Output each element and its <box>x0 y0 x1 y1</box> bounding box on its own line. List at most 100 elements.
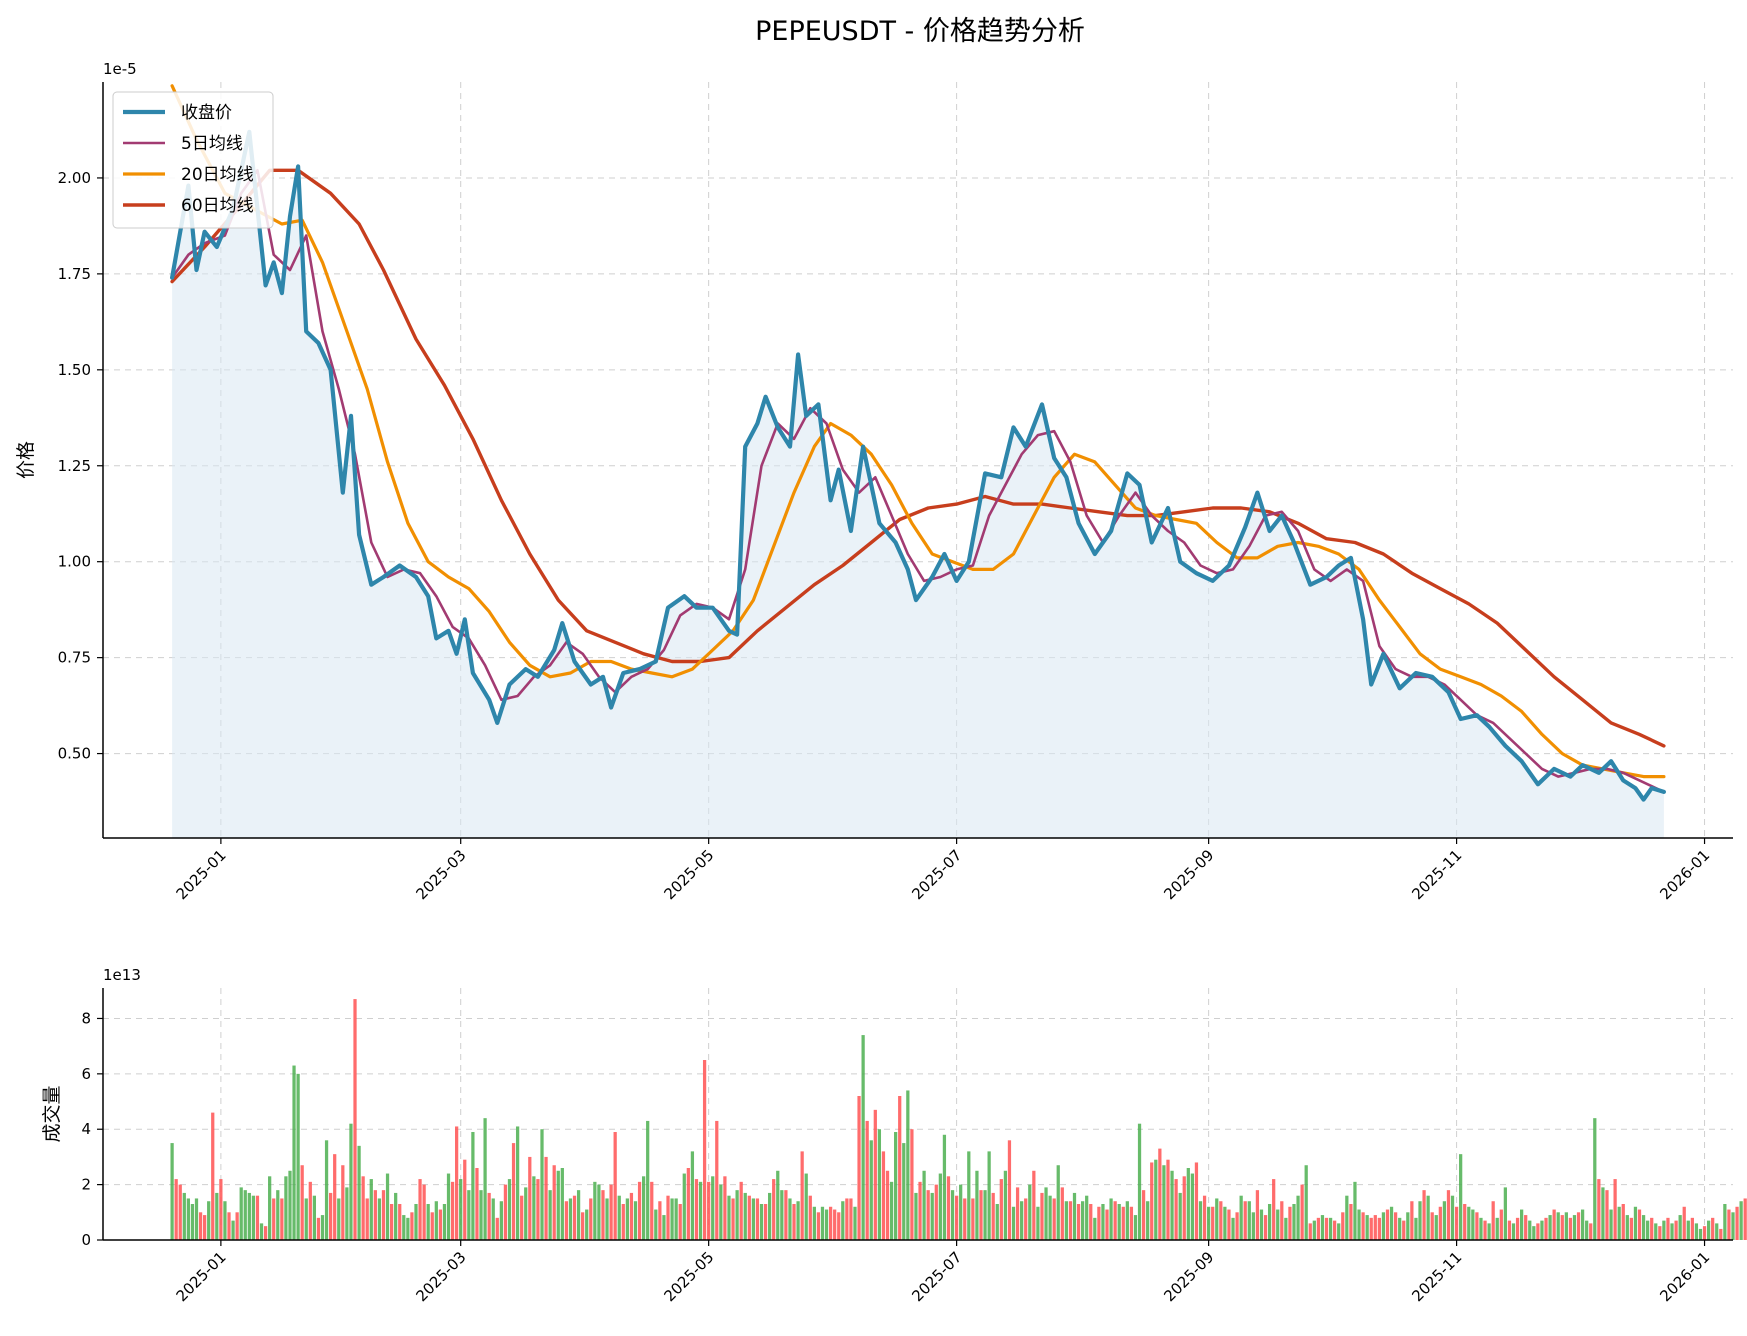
volume-bar <box>853 1206 857 1240</box>
volume-bar <box>1377 1217 1381 1240</box>
volume-bar <box>889 1181 894 1240</box>
volume-bar <box>1389 1206 1394 1240</box>
volume-bar <box>422 1184 426 1240</box>
volume-bar <box>1357 1209 1361 1240</box>
volume-bar <box>772 1179 776 1240</box>
x-tick-label: 2025-03 <box>412 846 469 903</box>
ma60-line <box>170 168 1666 748</box>
volume-bar <box>1735 1206 1739 1240</box>
volume-bar <box>1532 1226 1536 1240</box>
volume-bar <box>398 1204 402 1240</box>
volume-bar <box>1450 1195 1455 1240</box>
volume-bar <box>1670 1223 1674 1240</box>
volume-bar <box>613 1132 617 1240</box>
volume-bar <box>430 1212 434 1240</box>
volume-bar <box>251 1195 256 1240</box>
volume-bar <box>869 1140 873 1240</box>
volume-bar <box>715 1120 719 1240</box>
volume-bar <box>1430 1212 1434 1240</box>
volume-bar <box>1515 1217 1520 1240</box>
volume-bar <box>1255 1190 1260 1240</box>
volume-bar <box>1133 1215 1138 1240</box>
volume-bar <box>1304 1165 1308 1240</box>
volume-bar <box>1068 1201 1073 1240</box>
volume-bar <box>353 999 357 1240</box>
volume-bar <box>1198 1201 1203 1240</box>
volume-bar <box>954 1195 959 1240</box>
volume-bar <box>337 1198 341 1240</box>
x-tick-label: 2025-07 <box>908 1248 965 1305</box>
volume-bar <box>910 1129 914 1240</box>
volume-bar <box>1324 1217 1329 1240</box>
volume-bar <box>1109 1198 1113 1240</box>
volume-bar <box>1174 1179 1178 1240</box>
volume-bar <box>1552 1209 1556 1240</box>
volume-bar <box>1487 1223 1491 1240</box>
volume-bar <box>564 1201 569 1240</box>
volume-bar <box>1715 1223 1719 1240</box>
volume-bar <box>568 1198 573 1240</box>
close-line <box>170 129 1666 802</box>
volume-bar <box>1406 1212 1410 1240</box>
volume-bar <box>731 1198 735 1240</box>
volume-bar <box>804 1173 808 1240</box>
volume-bar <box>219 1179 223 1240</box>
volume-bar <box>1511 1223 1516 1240</box>
volume-bar <box>215 1192 219 1240</box>
volume-bar <box>178 1184 182 1240</box>
volume-bar <box>1589 1223 1593 1240</box>
volume-bar <box>511 1143 516 1240</box>
volume-bar <box>361 1176 365 1240</box>
volume-bar <box>450 1181 455 1240</box>
volume-bar <box>272 1198 276 1240</box>
volume-bar <box>483 1118 487 1240</box>
legend-label-ma60: 60日均线 <box>181 196 254 216</box>
volume-bar <box>402 1215 406 1240</box>
volume-bar <box>308 1181 312 1240</box>
volume-bar <box>898 1096 902 1240</box>
volume-bar <box>406 1217 410 1240</box>
volume-bar <box>1020 1201 1024 1240</box>
volume-bar <box>1723 1204 1727 1240</box>
volume-bar <box>694 1179 699 1240</box>
volume-bar <box>1162 1165 1166 1240</box>
volume-bar <box>768 1192 772 1240</box>
volume-bar <box>528 1156 532 1240</box>
volume-bar <box>1028 1184 1032 1240</box>
volume-bar <box>816 1212 821 1240</box>
volume-bar <box>1243 1201 1247 1240</box>
volume-bar <box>670 1198 674 1240</box>
volume-bar <box>658 1201 662 1240</box>
volume-bar <box>1625 1215 1629 1240</box>
volume-bar <box>255 1195 260 1240</box>
x-tick-label: 2026-01 <box>1656 1248 1713 1305</box>
volume-bar <box>1288 1206 1292 1240</box>
volume-bar <box>1503 1187 1507 1240</box>
volume-bar <box>735 1190 739 1240</box>
volume-bar <box>938 1173 942 1240</box>
volume-bar <box>605 1198 609 1240</box>
y-tick-label: 0.50 <box>58 745 91 763</box>
volume-bar <box>1239 1195 1243 1240</box>
volume-bar <box>808 1195 812 1240</box>
volume-bar <box>475 1168 479 1240</box>
volume-bar <box>946 1176 951 1240</box>
legend-label-ma20: 20日均线 <box>181 165 254 185</box>
volume-bar <box>873 1109 877 1240</box>
volume-bar <box>1410 1201 1414 1240</box>
volume-bar <box>1341 1212 1345 1240</box>
volume-bar <box>1568 1217 1573 1240</box>
volume-bar <box>414 1204 418 1240</box>
volume-bar <box>1463 1204 1467 1240</box>
volume-bar <box>906 1090 910 1240</box>
volume-bar <box>1414 1217 1418 1240</box>
legend-label-close: 收盘价 <box>181 103 232 123</box>
volume-bar <box>1365 1215 1369 1240</box>
volume-bar <box>1048 1195 1052 1240</box>
x-tick-label: 2026-01 <box>1656 846 1713 903</box>
volume-bar <box>1459 1154 1463 1240</box>
volume-bar <box>1178 1192 1182 1240</box>
volume-bar <box>877 1129 882 1240</box>
